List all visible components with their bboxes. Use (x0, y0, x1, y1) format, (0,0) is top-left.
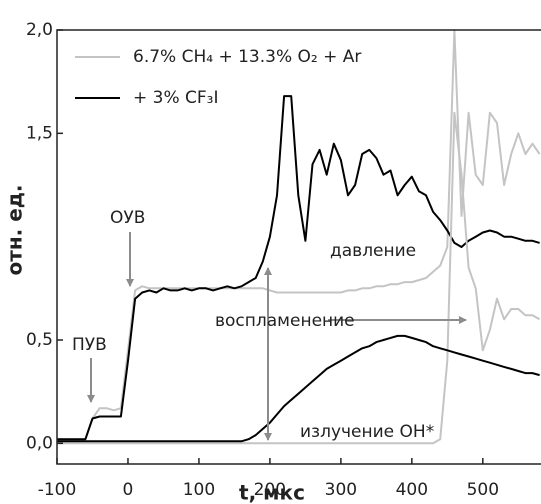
plot-area (57, 29, 541, 445)
y-tick-label: 2,0 (26, 20, 53, 40)
y-tick-label: 0,0 (26, 433, 53, 453)
annotation: давление (330, 241, 416, 261)
legend-label: + 3% CF₃I (133, 88, 219, 108)
y-tick-label: 1,5 (26, 123, 53, 143)
annotation: ПУВ (72, 335, 107, 355)
x-axis-label: t, мкс (239, 481, 305, 504)
plot-frame (56, 29, 541, 465)
y-axis-label: отн. ед. (3, 184, 27, 275)
annotation: воспламенение (215, 311, 355, 331)
x-tick-label: 400 (396, 480, 428, 500)
annotation: излучение OH* (300, 422, 434, 442)
x-tick-label: 100 (183, 480, 215, 500)
annotation: ОУВ (110, 208, 145, 228)
x-tick-label: 200 (254, 480, 286, 500)
x-tick-label: 500 (467, 480, 499, 500)
line (57, 95, 540, 441)
line (57, 111, 541, 445)
legend-label: 6.7% CH₄ + 13.3% O₂ + Ar (133, 47, 361, 67)
y-tick-label: 0,5 (26, 330, 53, 350)
line (57, 334, 540, 443)
x-tick-label: -100 (38, 480, 77, 500)
x-tick-label: 300 (325, 480, 357, 500)
x-tick-label: 0 (123, 480, 134, 500)
